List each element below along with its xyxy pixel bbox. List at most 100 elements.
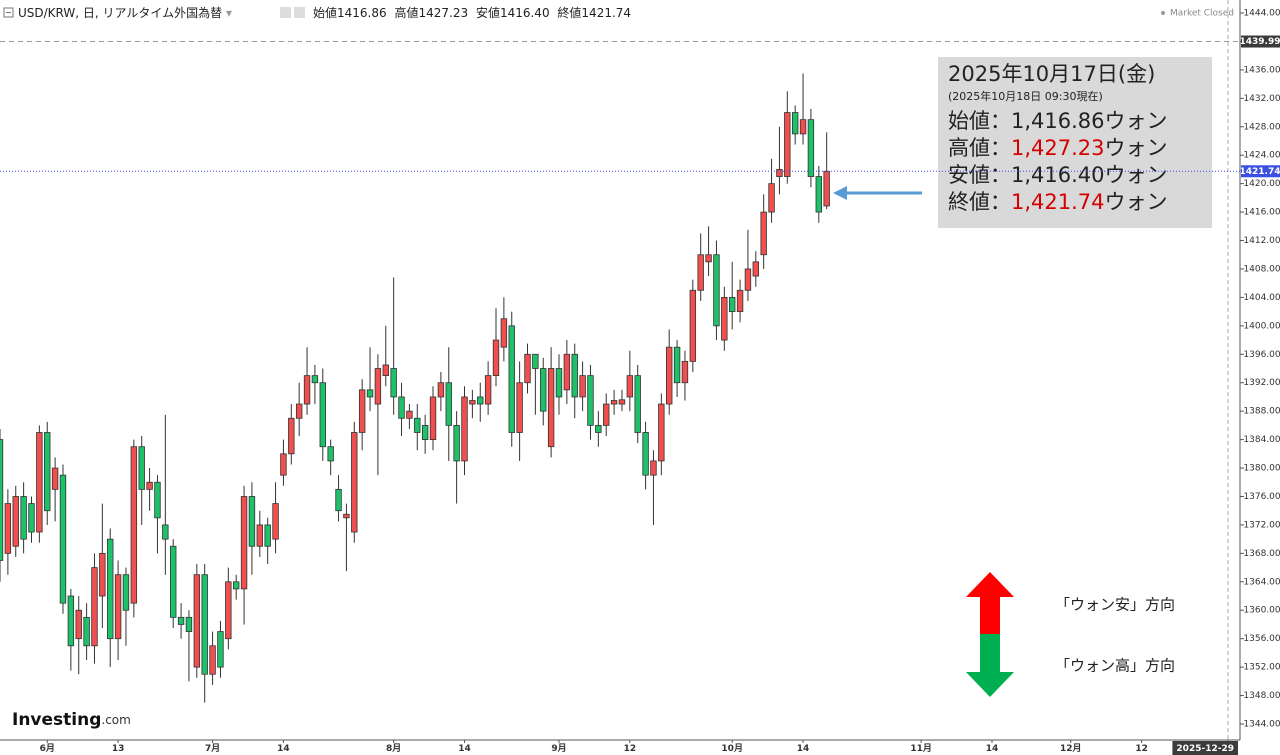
y-tick-label: 1372.00	[1243, 520, 1280, 530]
candle-body	[264, 524, 271, 547]
candle-body	[217, 631, 224, 668]
candle-body	[240, 496, 248, 590]
candle-body	[642, 432, 649, 476]
up-arrow	[966, 572, 1014, 634]
candle-body	[610, 400, 618, 405]
candle-body	[563, 353, 571, 391]
candle-body	[122, 574, 130, 611]
logo-brand: Investing	[12, 710, 101, 730]
market-status: Market Closed	[1170, 9, 1234, 19]
candle-body	[626, 375, 634, 398]
candle-body	[12, 496, 19, 547]
candle-body	[768, 183, 775, 213]
candle-body	[398, 396, 405, 419]
candle-body	[177, 616, 185, 625]
candle-body	[114, 574, 122, 640]
candle-body	[429, 396, 437, 441]
candle-body	[728, 297, 736, 313]
logo-suffix: .com	[101, 713, 130, 727]
candle-body	[67, 595, 75, 647]
candle-body	[232, 581, 240, 590]
candle-body	[705, 254, 712, 263]
x-tick-label: 12	[624, 744, 637, 754]
candle-body	[650, 460, 657, 476]
icon[interactable]	[280, 7, 291, 18]
candle-body	[524, 353, 531, 384]
candle-body	[343, 513, 350, 519]
x-tick-label: 12	[1135, 744, 1148, 754]
candle-body	[658, 403, 665, 462]
ohlc-value: 1427.23	[418, 6, 468, 20]
candle-body	[555, 368, 563, 398]
candle-body	[351, 432, 358, 533]
candle-body	[146, 481, 153, 490]
candle-body	[689, 289, 697, 362]
row-unit: ウォン	[1105, 136, 1168, 160]
candle-body	[760, 211, 767, 256]
x-tick-label: 10月	[721, 743, 743, 754]
collapse-icon[interactable]	[3, 7, 14, 18]
status-dot	[1161, 11, 1165, 15]
candle-body	[697, 254, 704, 291]
candle-body	[453, 424, 460, 462]
annotation-rows: 始値：1,416.86ウォン高値：1,427.23ウォン安値：1,416.40ウ…	[948, 109, 1168, 214]
dropdown[interactable]: ▾	[226, 6, 232, 20]
direction-label: 「ウォン高」方向	[1055, 657, 1175, 675]
candle-body	[162, 524, 169, 540]
y-tick-label: 1408.00	[1243, 264, 1280, 274]
icon[interactable]	[294, 7, 305, 18]
candle-body	[713, 254, 720, 327]
candle-body	[138, 446, 145, 490]
candle-body	[91, 567, 98, 647]
candle-body	[681, 360, 689, 384]
x-tick-label: 14	[797, 744, 810, 754]
candle-body	[823, 170, 830, 207]
x-tick-label: 6月	[40, 743, 55, 754]
annotation-row: 安値：1,416.40ウォン	[948, 163, 1168, 187]
last-price-label: 1421.74	[1240, 167, 1280, 177]
y-tick-label: 1360.00	[1243, 606, 1280, 616]
y-tick-label: 1444.00	[1243, 9, 1280, 19]
y-tick-label: 1368.00	[1243, 549, 1280, 559]
candle-body	[744, 268, 752, 291]
candle-body	[673, 346, 681, 384]
candle-body	[390, 368, 397, 398]
y-tick-label: 1416.00	[1243, 208, 1280, 218]
x-tick-label: 8月	[386, 743, 401, 754]
y-tick-label: 1428.00	[1243, 122, 1280, 132]
candle-body	[327, 446, 334, 462]
candle-body	[20, 496, 27, 540]
candle-body	[484, 375, 492, 405]
candle-body	[193, 574, 201, 668]
row-unit: ウォン	[1105, 190, 1168, 214]
row-label: 始値：	[948, 109, 1011, 133]
row-label: 安値：	[948, 163, 1011, 187]
candle-body	[154, 481, 161, 519]
candle-body	[59, 474, 67, 604]
candle-body	[130, 446, 138, 604]
ohlc-header: 始値1416.86 高値1427.23 安値1416.40 終値1421.74	[313, 5, 631, 20]
annotation-box	[938, 57, 1212, 228]
candle-body	[295, 403, 303, 419]
candle-body	[358, 389, 366, 433]
annotation-row: 高値：1,427.23ウォン	[948, 136, 1168, 160]
candle-body	[595, 424, 602, 433]
symbol: USD/KRW, 日, リアルタイム外国為替	[18, 6, 222, 20]
candle-body	[815, 176, 822, 213]
y-tick-label: 1400.00	[1243, 321, 1280, 331]
x-tick-label: 7月	[205, 743, 220, 754]
candle-body	[618, 399, 626, 405]
annotation-asof: (2025年10月18日 09:30現在)	[948, 89, 1103, 103]
y-tick-label: 1404.00	[1243, 293, 1280, 303]
ohlc-value: 1416.86	[337, 6, 387, 20]
annotation-row: 始値：1,416.86ウォン	[948, 109, 1168, 133]
row-unit: ウォン	[1105, 109, 1168, 133]
last-price-box	[1241, 165, 1280, 178]
candle-body	[532, 353, 539, 369]
candle-body	[0, 439, 4, 561]
price-line-label: 1439.99	[1240, 37, 1280, 47]
plot	[0, 73, 830, 703]
y-tick-label: 1380.00	[1243, 464, 1280, 474]
candle-body	[256, 524, 264, 547]
row-value: 1,416.86	[1011, 109, 1105, 133]
